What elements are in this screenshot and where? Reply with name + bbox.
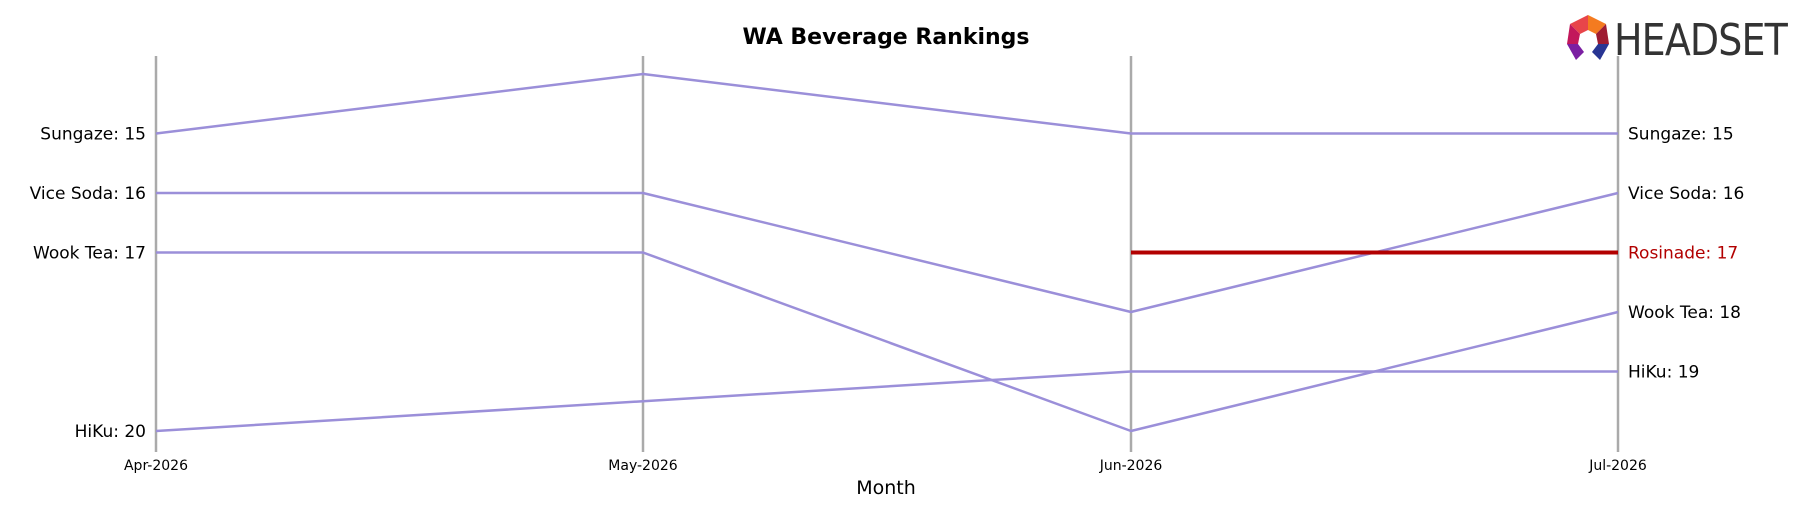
right-label-3: Wook Tea: 18	[1628, 303, 1741, 323]
x-tick-labels: Apr-2026 May-2026 Jun-2026 Jul-2026	[124, 458, 1647, 474]
left-label-1: Vice Soda: 16	[30, 184, 146, 204]
right-label-1: Vice Soda: 16	[1628, 184, 1744, 204]
right-label-0: Sungaze: 15	[1628, 125, 1734, 145]
logo-segment-1	[1588, 15, 1606, 34]
x-axis-title: Month	[856, 477, 916, 499]
logo-segment-0	[1570, 15, 1588, 34]
right-rank-labels: Sungaze: 15 Vice Soda: 16 Rosinade: 17 Wook…	[1628, 125, 1744, 383]
logo-segment-3	[1567, 24, 1580, 44]
series-line-hiku	[155, 370, 1618, 433]
series-lines	[155, 72, 1619, 433]
left-label-3: HiKu: 20	[75, 422, 146, 442]
right-label-4: HiKu: 19	[1628, 363, 1699, 383]
right-label-2: Rosinade: 17	[1628, 244, 1738, 264]
logo-segment-2	[1596, 24, 1609, 44]
left-label-2: Wook Tea: 17	[33, 244, 146, 264]
x-tick-label-3: Jul-2026	[1588, 458, 1647, 474]
x-tick-label-1: May-2026	[608, 458, 677, 474]
x-tick-label-2: Jun-2026	[1099, 458, 1163, 474]
series-line-sungaze	[155, 72, 1618, 135]
headset-logo: HEADSET	[1567, 15, 1789, 66]
headset-logo-mark	[1567, 15, 1609, 60]
left-label-0: Sungaze: 15	[40, 125, 146, 145]
headset-logo-text: HEADSET	[1614, 15, 1788, 66]
logo-segment-4	[1567, 44, 1584, 60]
x-tick-label-0: Apr-2026	[124, 458, 188, 474]
chart-title: WA Beverage Rankings	[742, 25, 1029, 50]
series-line-wook-tea	[156, 251, 1619, 433]
logo-segment-5	[1592, 44, 1609, 60]
left-rank-labels: Sungaze: 15 Vice Soda: 16 Wook Tea: 17 HiKu…	[30, 125, 146, 443]
